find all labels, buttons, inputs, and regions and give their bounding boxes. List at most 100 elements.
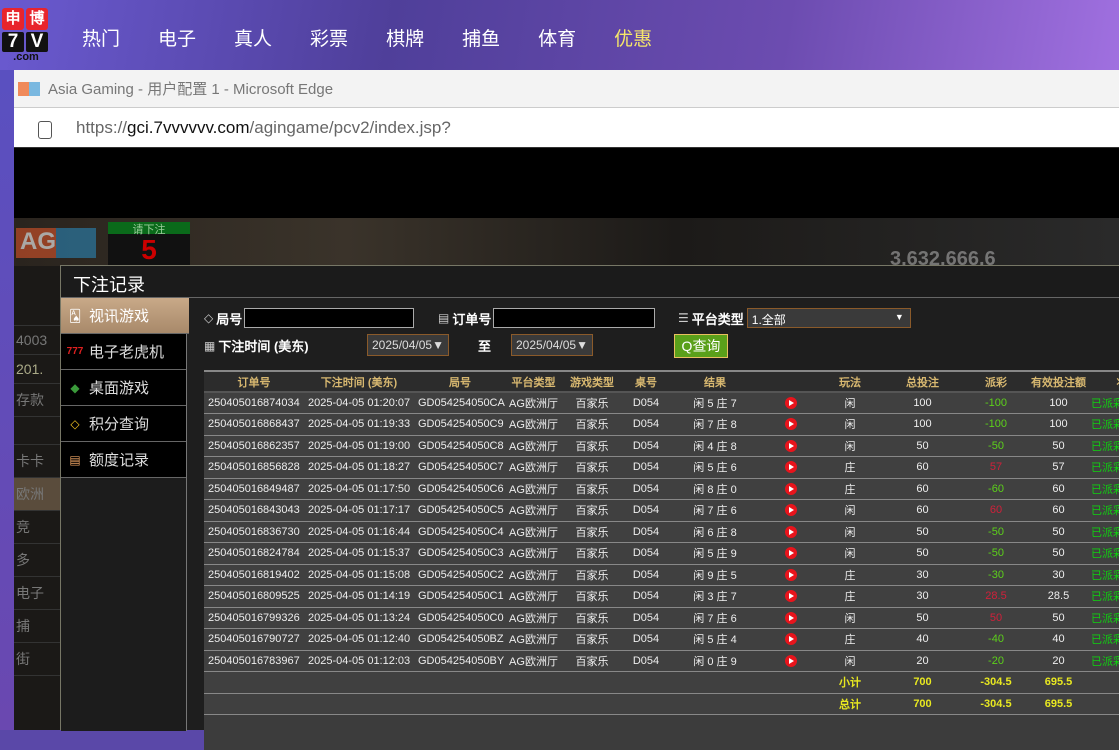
platform-select[interactable]: 1.全部 ▼ [746, 308, 911, 328]
cell-result: 闲 9 庄 5 [669, 564, 761, 586]
cell-payout: -50 [966, 521, 1026, 543]
nav-electronic[interactable]: 电子 [158, 29, 197, 50]
play-video-icon[interactable] [785, 568, 797, 581]
nav-fishing[interactable]: 捕鱼 [462, 29, 501, 50]
sidebar-item-points[interactable]: ◇ 积分查询 [61, 406, 186, 442]
total-label: 总计 [821, 693, 879, 715]
cell-replay[interactable] [761, 499, 821, 522]
nav-lottery[interactable]: 彩票 [310, 29, 349, 50]
cell-valid-bet: 100 [1026, 392, 1091, 414]
subtotal-payout: -304.5 [966, 671, 1026, 694]
cell-round-no: GD054254050C3 [414, 542, 506, 565]
play-video-icon[interactable] [785, 547, 797, 560]
cell-total-bet: 30 [879, 585, 966, 608]
cell-replay[interactable] [761, 628, 821, 651]
cell-result: 闲 5 庄 4 [669, 628, 761, 651]
play-video-icon[interactable] [785, 525, 797, 538]
subtotal-valid: 695.5 [1026, 671, 1091, 694]
nav-live[interactable]: 真人 [234, 29, 273, 50]
cell-replay[interactable] [761, 542, 821, 565]
cell-valid-bet: 20 [1026, 650, 1091, 672]
cell-replay[interactable] [761, 564, 821, 586]
sidebar-item-label: 积分查询 [89, 416, 150, 433]
play-video-icon[interactable] [785, 611, 797, 624]
nav-sports[interactable]: 体育 [538, 29, 577, 50]
nav-hot[interactable]: 热门 [82, 29, 121, 50]
date-to-select[interactable]: 2025/04/05 ▼ [511, 334, 593, 356]
nav-promotions[interactable]: 优惠 [614, 29, 653, 50]
cell-order-no: 250405016809525 [204, 585, 304, 608]
play-video-icon[interactable] [785, 461, 797, 474]
cell-status: 已派彩 [1091, 542, 1119, 565]
play-video-icon[interactable] [785, 482, 797, 495]
cell-replay[interactable] [761, 413, 821, 436]
lobby-item[interactable]: 多 [14, 544, 60, 577]
url-prefix: https:// [76, 117, 128, 137]
sidebar-item-slots[interactable]: 777 电子老虎机 [61, 334, 186, 370]
table-row: 250405016790727 2025-04-05 01:12:40 GD0542… [204, 628, 1119, 651]
cell-replay[interactable] [761, 435, 821, 457]
lock-icon[interactable] [38, 120, 52, 139]
lobby-item[interactable]: 存款 [14, 384, 60, 417]
cell-status: 已派彩 [1091, 585, 1119, 608]
chevron-down-icon: ▼ [894, 312, 904, 322]
cell-table-no: D054 [623, 456, 669, 479]
cell-game-type: 百家乐 [561, 585, 623, 608]
cell-order-no: 250405016856828 [204, 456, 304, 479]
cell-order-no: 250405016862357 [204, 435, 304, 457]
cell-replay[interactable] [761, 650, 821, 672]
cell-bet-type: 闲 [821, 499, 879, 522]
cell-table-no: D054 [623, 392, 669, 414]
order-input[interactable] [493, 308, 656, 328]
cell-result: 闲 3 庄 7 [669, 585, 761, 608]
round-input[interactable] [244, 308, 415, 328]
cell-replay[interactable] [761, 478, 821, 500]
cell-payout: -20 [966, 650, 1026, 672]
lobby-item[interactable]: 街 [14, 643, 60, 676]
cell-replay[interactable] [761, 392, 821, 414]
lobby-item[interactable]: 竞 [14, 511, 60, 544]
lobby-item[interactable]: 欧洲 [14, 478, 60, 511]
total-valid: 695.5 [1026, 693, 1091, 715]
lobby-item[interactable]: 捕 [14, 610, 60, 643]
play-video-icon[interactable] [785, 654, 797, 667]
sidebar-item-live-games[interactable]: 🂡 视讯游戏 [61, 298, 189, 334]
table-row: 250405016874034 2025-04-05 01:20:07 GD0542… [204, 392, 1119, 414]
cell-bet-type: 庄 [821, 456, 879, 479]
lobby-item[interactable]: 电子 [14, 577, 60, 610]
cell-table-no: D054 [623, 499, 669, 522]
play-video-icon[interactable] [785, 418, 797, 431]
platform-label: 平台类型 [691, 311, 744, 327]
column-header: 下注时间 (美东) [304, 372, 414, 393]
cell-order-no: 250405016836730 [204, 521, 304, 543]
sidebar-item-credit-records[interactable]: ▤ 额度记录 [61, 442, 186, 478]
play-video-icon[interactable] [785, 439, 797, 452]
play-video-icon[interactable] [785, 590, 797, 603]
table-row: 250405016843043 2025-04-05 01:17:17 GD0542… [204, 499, 1119, 522]
cell-bet-type: 庄 [821, 585, 879, 608]
ag-logo: AG [16, 228, 96, 258]
nav-chess[interactable]: 棋牌 [386, 29, 425, 50]
cell-replay[interactable] [761, 521, 821, 543]
lobby-item[interactable] [14, 417, 60, 445]
column-header: 游戏类型 [561, 372, 623, 393]
date-from-select[interactable]: 2025/04/05 ▼ [367, 334, 449, 356]
document-icon: ▤ [69, 452, 81, 467]
address-bar[interactable]: https://gci.7vvvvvv.com/agingame/pcv2/in… [14, 108, 1119, 148]
cell-replay[interactable] [761, 585, 821, 608]
sidebar-item-table-games[interactable]: ◆ 桌面游戏 [61, 370, 186, 406]
query-button[interactable]: Q查询 [674, 334, 728, 358]
lobby-item[interactable]: 卡卡 [14, 445, 60, 478]
cell-replay[interactable] [761, 607, 821, 629]
play-video-icon[interactable] [785, 397, 797, 410]
cell-payout: 60 [966, 499, 1026, 522]
table-row: 250405016856828 2025-04-05 01:18:27 GD0542… [204, 456, 1119, 479]
play-video-icon[interactable] [785, 504, 797, 517]
cell-replay[interactable] [761, 456, 821, 479]
cell-round-no: GD054254050C5 [414, 499, 506, 522]
sidebar-item-label: 桌面游戏 [89, 380, 150, 397]
play-video-icon[interactable] [785, 633, 797, 646]
